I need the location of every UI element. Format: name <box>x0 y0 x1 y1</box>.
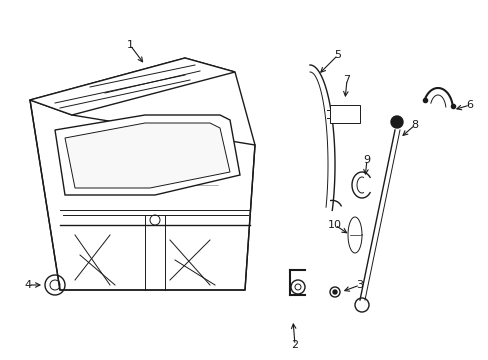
Text: 2: 2 <box>291 340 298 350</box>
Text: 9: 9 <box>363 155 370 165</box>
Text: 4: 4 <box>24 280 32 290</box>
Text: 6: 6 <box>466 100 472 110</box>
Polygon shape <box>329 105 359 123</box>
Circle shape <box>390 116 402 128</box>
Polygon shape <box>30 58 235 115</box>
Text: 5: 5 <box>334 50 341 60</box>
Polygon shape <box>55 115 240 195</box>
Polygon shape <box>65 123 229 188</box>
Polygon shape <box>30 100 254 290</box>
Text: 7: 7 <box>343 75 350 85</box>
Text: 10: 10 <box>327 220 341 230</box>
Text: 8: 8 <box>410 120 418 130</box>
Circle shape <box>332 290 336 294</box>
Text: 1: 1 <box>126 40 133 50</box>
Text: 3: 3 <box>356 280 363 290</box>
